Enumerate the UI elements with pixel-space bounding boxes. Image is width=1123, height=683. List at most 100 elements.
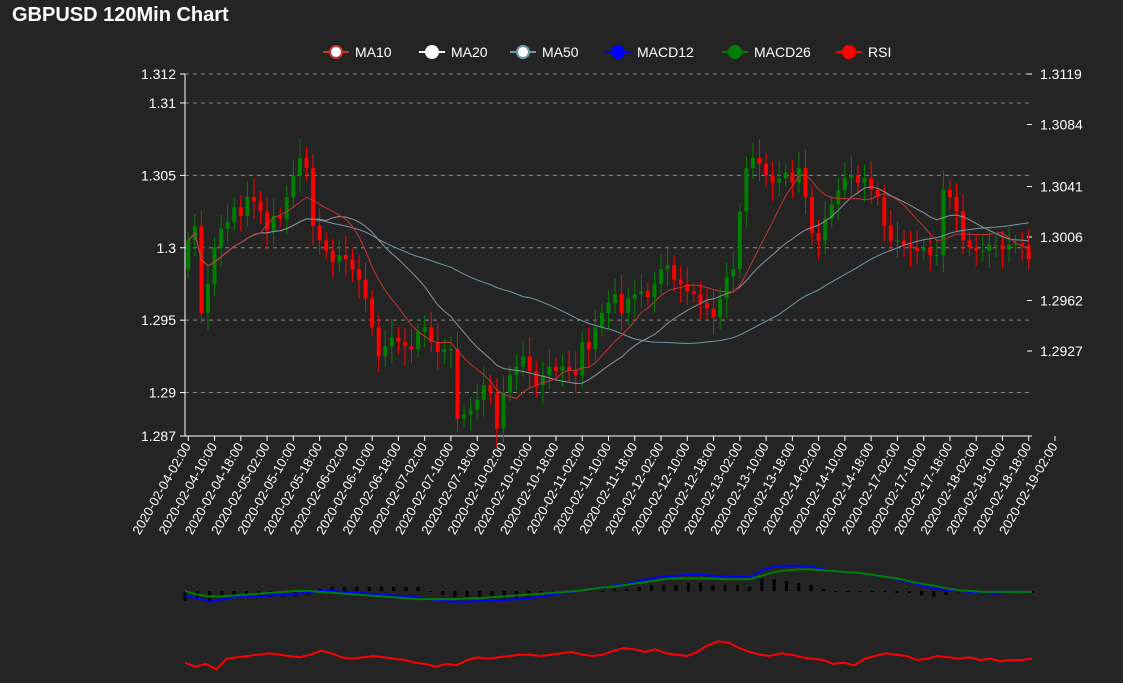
macd-histogram-bar bbox=[662, 585, 666, 591]
candle bbox=[639, 291, 644, 295]
legend-label: MACD12 bbox=[637, 44, 694, 60]
candle bbox=[882, 197, 887, 227]
candle bbox=[573, 370, 578, 376]
candle bbox=[613, 294, 618, 303]
macd26-line bbox=[184, 568, 1032, 601]
y-tick-label: 1.312 bbox=[141, 66, 176, 82]
candle bbox=[488, 385, 493, 393]
candle bbox=[967, 240, 972, 248]
candle bbox=[842, 178, 847, 190]
macd-histogram-bar bbox=[588, 591, 592, 592]
right-y-tick-label: 1.3006 bbox=[1040, 229, 1083, 245]
candle bbox=[547, 366, 552, 376]
candle bbox=[258, 201, 263, 212]
macd-histogram-bar bbox=[846, 591, 850, 592]
candle bbox=[442, 349, 447, 353]
macd-histogram-bar bbox=[379, 587, 383, 591]
candle bbox=[494, 392, 499, 429]
macd-histogram-bar bbox=[699, 583, 703, 591]
candle bbox=[810, 197, 815, 234]
candle bbox=[652, 283, 657, 297]
macd-histogram-bar bbox=[392, 587, 396, 591]
macd-histogram-bar bbox=[870, 591, 874, 592]
circle-line-icon bbox=[323, 45, 349, 59]
candle bbox=[698, 294, 703, 303]
candle bbox=[297, 157, 302, 176]
macd-histogram-bar bbox=[429, 591, 433, 592]
candle bbox=[777, 178, 782, 183]
candle bbox=[724, 276, 729, 299]
candle bbox=[908, 244, 913, 248]
candle bbox=[1000, 244, 1005, 250]
macd-histogram-bar bbox=[797, 583, 801, 591]
candle bbox=[993, 244, 998, 246]
candle bbox=[599, 312, 604, 328]
candle bbox=[212, 247, 217, 284]
y-tick-label: 1.29 bbox=[149, 385, 176, 401]
candle bbox=[370, 298, 375, 328]
candle bbox=[934, 255, 939, 256]
macd-histogram-bar bbox=[502, 591, 506, 599]
candle bbox=[251, 197, 256, 202]
candle bbox=[974, 247, 979, 251]
legend-label: MACD26 bbox=[754, 44, 811, 60]
candle bbox=[659, 269, 663, 284]
candle bbox=[980, 250, 985, 252]
circle-line-icon bbox=[836, 45, 862, 59]
legend-label: MA10 bbox=[355, 44, 392, 60]
legend-item-ma20[interactable]: MA20 bbox=[419, 40, 488, 64]
macd-histogram-bar bbox=[895, 591, 899, 593]
candle bbox=[527, 356, 532, 371]
legend-label: RSI bbox=[868, 44, 892, 60]
macd-histogram-bar bbox=[441, 591, 445, 595]
macd-histogram-bar bbox=[760, 579, 764, 591]
candle bbox=[245, 197, 250, 216]
macd-histogram-bar bbox=[416, 587, 420, 591]
candle bbox=[941, 189, 946, 255]
y-tick-label: 1.295 bbox=[141, 312, 176, 328]
candle bbox=[901, 240, 906, 245]
candle bbox=[744, 168, 749, 212]
candle bbox=[324, 240, 329, 251]
candle bbox=[284, 197, 289, 219]
macd-histogram-bar bbox=[355, 587, 359, 591]
macd-histogram-bar bbox=[613, 589, 617, 591]
candle bbox=[1026, 244, 1031, 260]
candle bbox=[764, 163, 769, 176]
legend-item-macd12[interactable]: MACD12 bbox=[605, 40, 694, 64]
candle bbox=[225, 221, 230, 229]
macd-histogram-bar bbox=[821, 589, 825, 591]
macd-histogram-bar bbox=[367, 587, 371, 591]
macd-histogram-bar bbox=[490, 591, 494, 599]
candle bbox=[409, 346, 414, 350]
candle bbox=[540, 375, 545, 386]
candle bbox=[586, 341, 591, 350]
legend-item-macd26[interactable]: MACD26 bbox=[722, 40, 811, 64]
candle bbox=[711, 308, 716, 318]
legend-item-ma50[interactable]: MA50 bbox=[510, 40, 579, 64]
legend-item-rsi[interactable]: RSI bbox=[836, 40, 891, 64]
candle bbox=[770, 175, 775, 183]
candle bbox=[350, 259, 355, 270]
candle bbox=[422, 327, 427, 332]
candle bbox=[750, 157, 755, 169]
candle bbox=[402, 341, 407, 347]
candle bbox=[396, 337, 401, 342]
macd-histogram-bar bbox=[453, 591, 457, 597]
candle bbox=[383, 346, 388, 357]
candle bbox=[915, 247, 920, 251]
circle-line-icon bbox=[419, 45, 445, 59]
candle bbox=[928, 247, 933, 255]
candle bbox=[265, 211, 270, 231]
macd-histogram-bar bbox=[330, 587, 334, 591]
macd-histogram-bar bbox=[907, 591, 911, 593]
candle bbox=[501, 392, 506, 429]
candle bbox=[291, 175, 296, 198]
ma50-line bbox=[187, 218, 1029, 344]
candle bbox=[632, 294, 637, 299]
candle bbox=[921, 247, 926, 251]
legend-item-ma10[interactable]: MA10 bbox=[323, 40, 392, 64]
candle bbox=[1007, 244, 1011, 250]
macd-histogram-bar bbox=[735, 585, 739, 591]
